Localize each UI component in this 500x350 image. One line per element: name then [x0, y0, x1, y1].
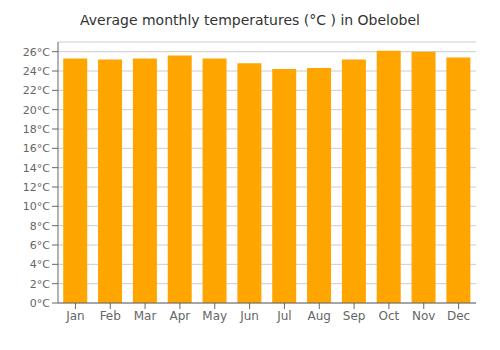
svg-text:May: May [202, 309, 227, 323]
svg-text:Jan: Jan [65, 309, 85, 323]
svg-text:24°C: 24°C [23, 65, 50, 78]
svg-text:Oct: Oct [379, 309, 400, 323]
svg-text:6°C: 6°C [30, 239, 50, 252]
svg-text:16°C: 16°C [23, 142, 50, 155]
svg-text:Sep: Sep [343, 309, 366, 323]
svg-text:Nov: Nov [412, 309, 435, 323]
svg-text:Jun: Jun [239, 309, 259, 323]
html-text:Average monthly temperatures (: Average monthly temperatures (°C ) in Ob… [80, 12, 420, 28]
svg-text:4°C: 4°C [30, 258, 50, 271]
svg-text:20°C: 20°C [23, 104, 50, 117]
svg-text:26°C: 26°C [23, 46, 50, 59]
svg-text:Mar: Mar [134, 309, 157, 323]
svg-text:Apr: Apr [170, 309, 191, 323]
svg-text:12°C: 12°C [23, 181, 50, 194]
svg-text:2°C: 2°C [30, 278, 50, 291]
svg-text:14°C: 14°C [23, 162, 50, 175]
svg-text:Feb: Feb [100, 309, 121, 323]
svg-text:10°C: 10°C [23, 200, 50, 213]
svg-text:22°C: 22°C [23, 84, 50, 97]
svg-text:Jul: Jul [276, 309, 291, 323]
svg-text:0°C: 0°C [30, 297, 50, 310]
svg-text:Aug: Aug [308, 309, 331, 323]
svg-text:Dec: Dec [447, 309, 470, 323]
svg-text:18°C: 18°C [23, 123, 50, 136]
svg-text:8°C: 8°C [30, 220, 50, 233]
